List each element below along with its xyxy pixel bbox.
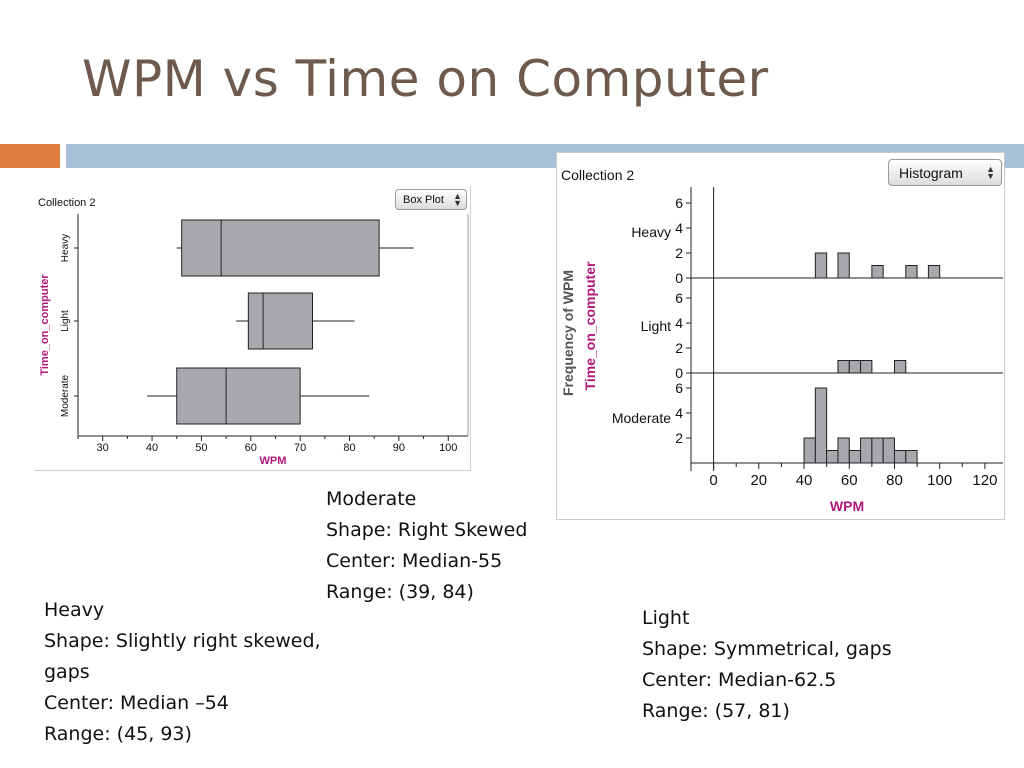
x-axis-label: WPM <box>260 455 287 467</box>
light-range: Range: (57, 81) <box>642 700 790 722</box>
x-tick-label: 40 <box>796 472 813 489</box>
histogram-bar <box>848 360 862 374</box>
histogram-bar <box>860 437 873 464</box>
up-down-arrows-icon: ▲ ▼ <box>986 163 995 181</box>
x-tick-label: 60 <box>841 472 858 489</box>
x-tick-label: 90 <box>393 442 405 454</box>
y-tick-label: 2 <box>675 340 683 356</box>
group-label: Heavy <box>631 224 671 240</box>
y-category-label: Light <box>60 310 71 332</box>
box-iqr <box>247 292 313 350</box>
boxplot-chart: 30 40 50 60 70 80 90 100 WPM Time_on_computer Heav… <box>39 214 469 467</box>
plot-type-select-label: Box Plot <box>403 193 444 206</box>
x-tick-label: 80 <box>886 472 903 489</box>
plot-type-select[interactable]: Box Plot ▲ ▼ <box>395 189 467 210</box>
x-axis-label: WPM <box>830 498 864 514</box>
histogram-bar <box>814 252 828 279</box>
histogram-bar <box>882 437 895 464</box>
accent-bar <box>0 144 60 168</box>
histogram-bar <box>837 360 850 374</box>
x-tick-label: 60 <box>245 442 257 454</box>
y-tick-label: 4 <box>675 405 683 421</box>
y-tick-label: 6 <box>675 380 683 396</box>
x-tick-label: 80 <box>343 442 355 454</box>
light-heading: Light <box>642 607 690 629</box>
heavy-range: Range: (45, 93) <box>44 723 192 745</box>
histogram-panel: Collection 2 Histogram ▲ ▼ 0 2 4 6 Heavy 0 2 4 6 L… <box>556 152 1005 520</box>
group-label: Light <box>641 318 671 334</box>
histogram-bar <box>860 360 873 374</box>
box-iqr <box>181 219 380 277</box>
plot-type-select-label: Histogram <box>899 164 963 181</box>
y-tick-label: 0 <box>675 270 683 286</box>
histogram-bar <box>848 450 862 464</box>
up-down-arrows-icon: ▲ ▼ <box>453 190 462 208</box>
y-tick-label: 6 <box>675 290 683 306</box>
x-tick-label: 30 <box>97 442 109 454</box>
collection-label: Collection 2 <box>38 197 96 209</box>
x-tick-label: 0 <box>709 472 717 489</box>
x-tick-label: 40 <box>146 442 158 454</box>
collection-label: Collection 2 <box>561 167 635 183</box>
moderate-summary: Moderate Shape: Right Skewed Center: Med… <box>326 484 527 608</box>
y-axis-label-secondary: Time_on_computer <box>582 261 598 390</box>
y-axis-label: Time_on_computer <box>39 274 51 376</box>
histogram-bar <box>893 450 907 464</box>
y-tick-label: 0 <box>675 365 683 381</box>
light-shape: Shape: Symmetrical, gaps <box>642 638 892 660</box>
y-tick-label: 2 <box>675 245 683 261</box>
y-category-label: Heavy <box>60 234 71 262</box>
histogram-bar <box>837 252 850 279</box>
heavy-shape-continued: gaps <box>44 661 90 683</box>
x-tick-label: 20 <box>750 472 767 489</box>
histogram-bar <box>871 265 884 279</box>
slide-title: WPM vs Time on Computer <box>82 50 769 108</box>
histogram-bar <box>905 450 918 464</box>
plot-type-select[interactable]: Histogram ▲ ▼ <box>888 159 1002 186</box>
box-iqr <box>176 367 301 425</box>
moderate-range: Range: (39, 84) <box>326 581 474 603</box>
heavy-center: Center: Median –54 <box>44 692 229 714</box>
histogram-bar <box>826 450 839 464</box>
histogram-bar <box>905 265 918 279</box>
moderate-shape: Shape: Right Skewed <box>326 519 528 541</box>
y-tick-label: 6 <box>675 195 683 211</box>
heavy-summary: Heavy Shape: Slightly right skewed, gaps… <box>44 595 321 750</box>
boxplot-panel: Collection 2 Box Plot ▲ ▼ 30 40 50 60 70 80 90 1… <box>34 186 471 471</box>
histogram-bar <box>927 265 941 279</box>
group-label: Moderate <box>612 410 671 426</box>
x-tick-label: 120 <box>972 472 997 489</box>
heavy-heading: Heavy <box>44 599 105 621</box>
x-tick-label: 100 <box>439 442 457 454</box>
x-tick-label: 50 <box>195 442 207 454</box>
heavy-shape: Shape: Slightly right skewed, <box>44 630 321 652</box>
histogram-bar <box>803 437 816 464</box>
y-tick-label: 4 <box>675 220 683 236</box>
histogram-bar <box>893 360 907 374</box>
light-center: Center: Median-62.5 <box>642 669 837 691</box>
y-axis-label: Frequency of WPM <box>560 270 576 396</box>
y-tick-label: 2 <box>675 430 683 446</box>
x-tick-label: 70 <box>294 442 306 454</box>
moderate-center: Center: Median-55 <box>326 550 503 572</box>
histogram-bar <box>871 437 884 464</box>
histogram-bar <box>837 437 850 464</box>
histogram-bar <box>814 387 828 464</box>
light-summary: Light Shape: Symmetrical, gaps Center: M… <box>642 603 892 727</box>
moderate-heading: Moderate <box>326 488 417 510</box>
y-tick-label: 4 <box>675 315 683 331</box>
x-tick-label: 100 <box>927 472 952 489</box>
y-category-label: Moderate <box>60 374 71 417</box>
